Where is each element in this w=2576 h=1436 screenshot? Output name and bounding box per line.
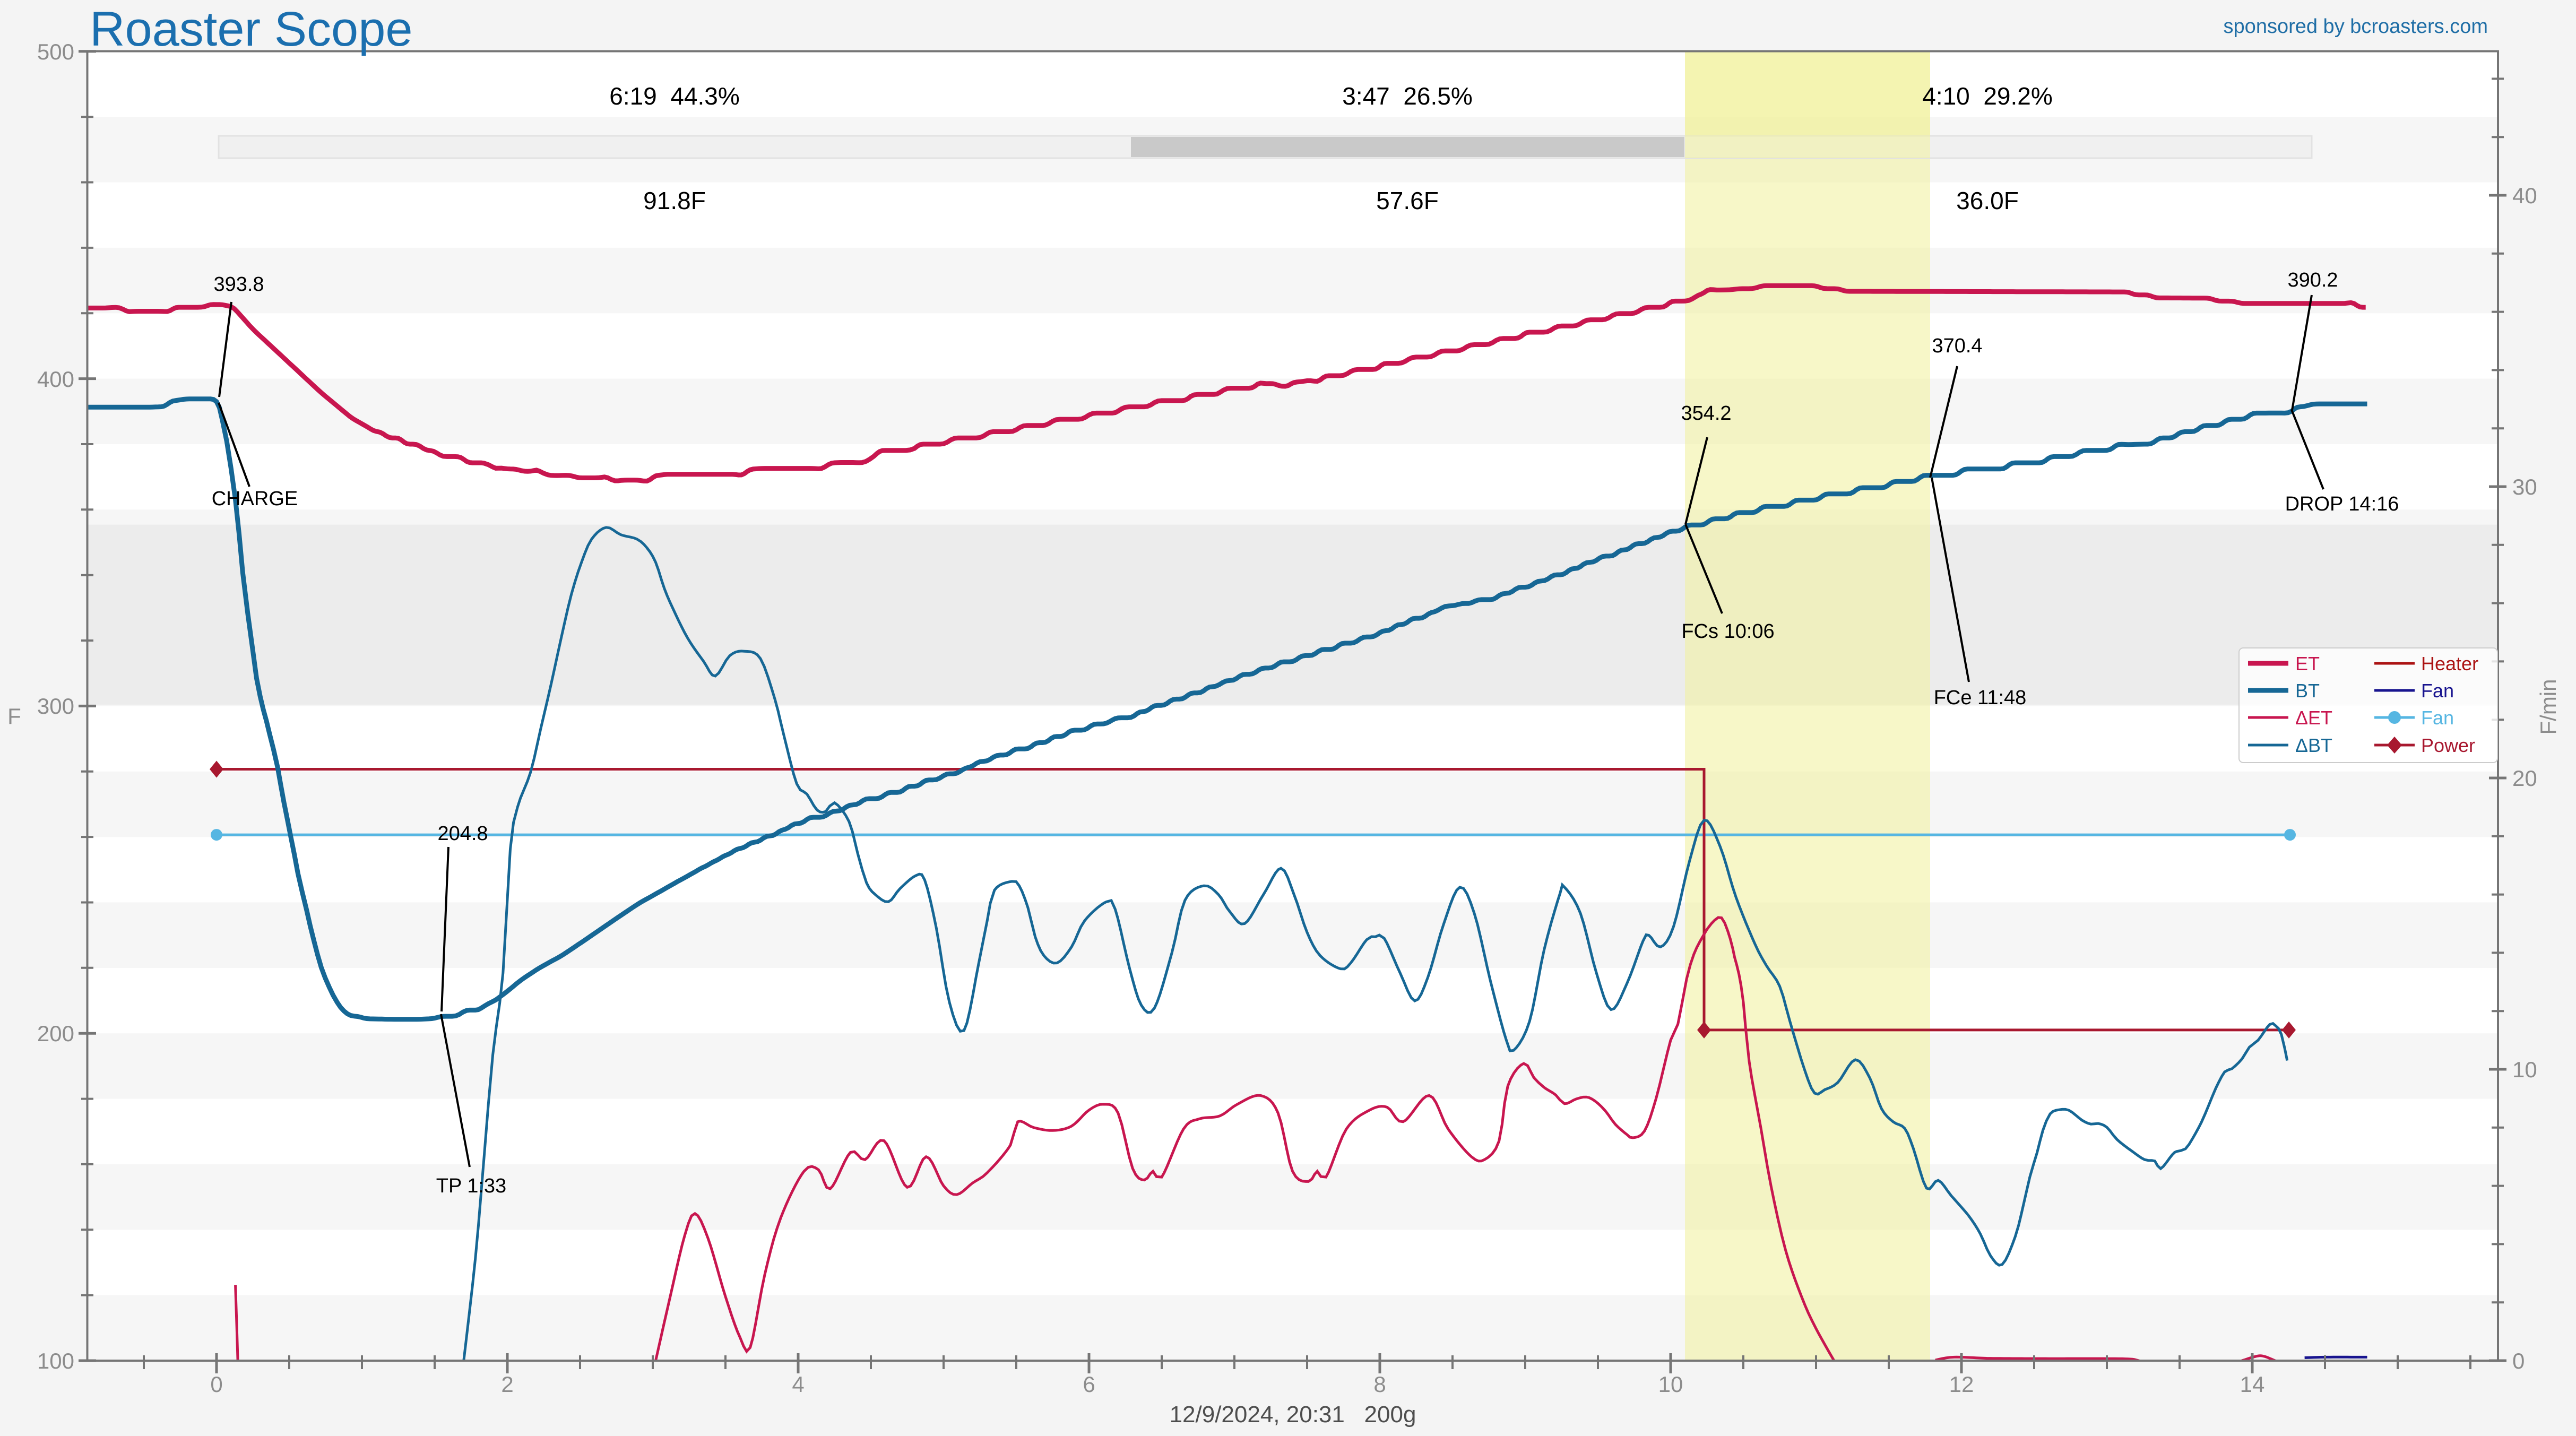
svg-text:2: 2 <box>501 1372 513 1397</box>
svg-text:36.0F: 36.0F <box>1956 187 2019 214</box>
svg-text:300: 300 <box>37 694 74 719</box>
svg-text:40: 40 <box>2512 183 2537 208</box>
svg-text:Fan: Fan <box>2421 707 2454 729</box>
svg-text:6: 6 <box>1083 1372 1095 1397</box>
svg-text:DROP 14:16: DROP 14:16 <box>2285 493 2399 515</box>
svg-text:F: F <box>7 704 21 729</box>
svg-text:400: 400 <box>37 367 74 392</box>
svg-text:0: 0 <box>2512 1348 2525 1373</box>
svg-text:FCs 10:06: FCs 10:06 <box>1681 620 1774 643</box>
svg-text:393.8: 393.8 <box>213 273 264 296</box>
svg-text:370.4: 370.4 <box>1932 335 1982 357</box>
svg-text:14: 14 <box>2240 1372 2265 1397</box>
svg-text:6:19 44.3%: 6:19 44.3% <box>609 82 740 110</box>
svg-text:20: 20 <box>2512 766 2537 791</box>
svg-text:390.2: 390.2 <box>2287 269 2338 291</box>
svg-text:Roaster Scope: Roaster Scope <box>90 2 413 56</box>
svg-text:10: 10 <box>1658 1372 1683 1397</box>
svg-text:57.6F: 57.6F <box>1376 187 1439 214</box>
svg-text:ET: ET <box>2295 653 2320 674</box>
svg-text:Power: Power <box>2421 734 2475 756</box>
svg-text:FCe 11:48: FCe 11:48 <box>1934 687 2027 709</box>
svg-text:8: 8 <box>1373 1372 1386 1397</box>
svg-text:ΔBT: ΔBT <box>2295 734 2332 756</box>
svg-text:500: 500 <box>37 39 74 64</box>
svg-text:100: 100 <box>37 1348 74 1373</box>
svg-text:F/min: F/min <box>2536 679 2561 735</box>
svg-text:3:47 26.5%: 3:47 26.5% <box>1342 82 1473 110</box>
svg-text:10: 10 <box>2512 1057 2537 1082</box>
svg-text:Heater: Heater <box>2421 653 2478 674</box>
svg-text:12/9/2024, 20:31 200g: 12/9/2024, 20:31 200g <box>1170 1402 1416 1428</box>
svg-text:30: 30 <box>2512 474 2537 499</box>
svg-text:BT: BT <box>2295 680 2320 702</box>
svg-text:CHARGE: CHARGE <box>212 488 298 510</box>
svg-text:TP 1:33: TP 1:33 <box>436 1175 506 1197</box>
svg-text:354.2: 354.2 <box>1681 402 1731 425</box>
svg-text:0: 0 <box>210 1372 222 1397</box>
svg-text:12: 12 <box>1949 1372 1974 1397</box>
svg-text:Fan: Fan <box>2421 680 2454 702</box>
svg-text:200: 200 <box>37 1021 74 1046</box>
svg-text:sponsored by bcroasters.com: sponsored by bcroasters.com <box>2224 15 2488 38</box>
svg-text:204.8: 204.8 <box>437 823 488 845</box>
svg-text:ΔET: ΔET <box>2295 707 2332 729</box>
svg-text:4:10 29.2%: 4:10 29.2% <box>1922 82 2053 110</box>
svg-text:4: 4 <box>792 1372 804 1397</box>
svg-text:91.8F: 91.8F <box>643 187 706 214</box>
